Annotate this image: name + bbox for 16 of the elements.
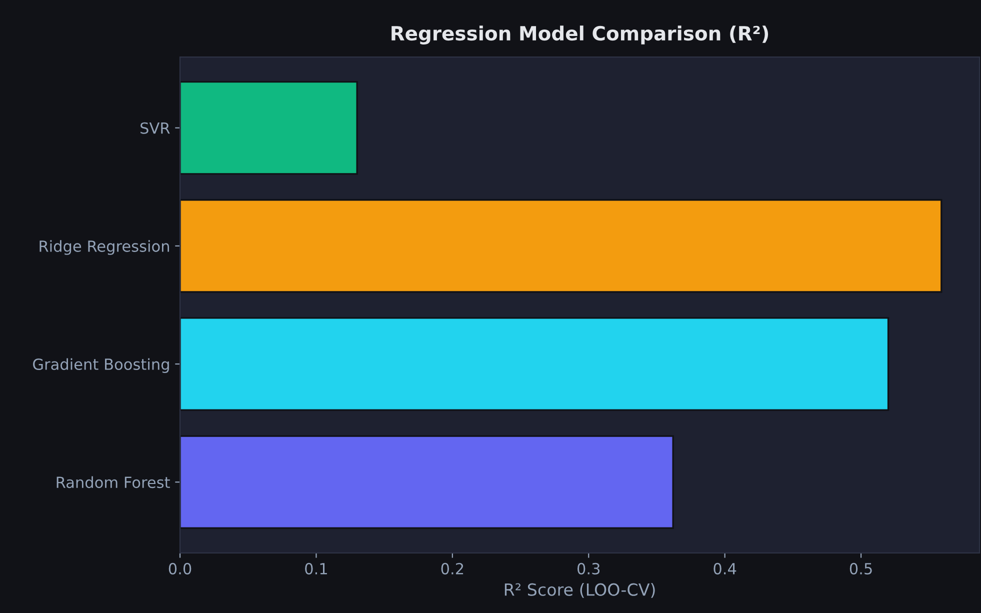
bar bbox=[180, 199, 942, 293]
x-tick-label: 0.1 bbox=[305, 562, 327, 574]
bar bbox=[180, 317, 890, 411]
x-tick-label: 0.3 bbox=[577, 562, 600, 574]
chart-title: Regression Model Comparison (R²) bbox=[392, 26, 768, 45]
x-tick-label: 0.2 bbox=[441, 562, 464, 574]
x-tick-label: 0.0 bbox=[168, 562, 192, 574]
x-tick-label: 0.4 bbox=[714, 562, 736, 574]
y-tick-label: Random Forest bbox=[56, 476, 170, 488]
y-tick-label: SVR bbox=[140, 122, 170, 134]
x-axis-title: R² Score (LOO-CV) bbox=[504, 583, 655, 598]
x-tick-label: 0.5 bbox=[850, 562, 872, 574]
y-tick-label: Gradient Boosting bbox=[33, 358, 169, 373]
bar bbox=[180, 435, 674, 529]
y-tick-label: Ridge Regression bbox=[40, 240, 169, 255]
bar bbox=[180, 80, 358, 175]
